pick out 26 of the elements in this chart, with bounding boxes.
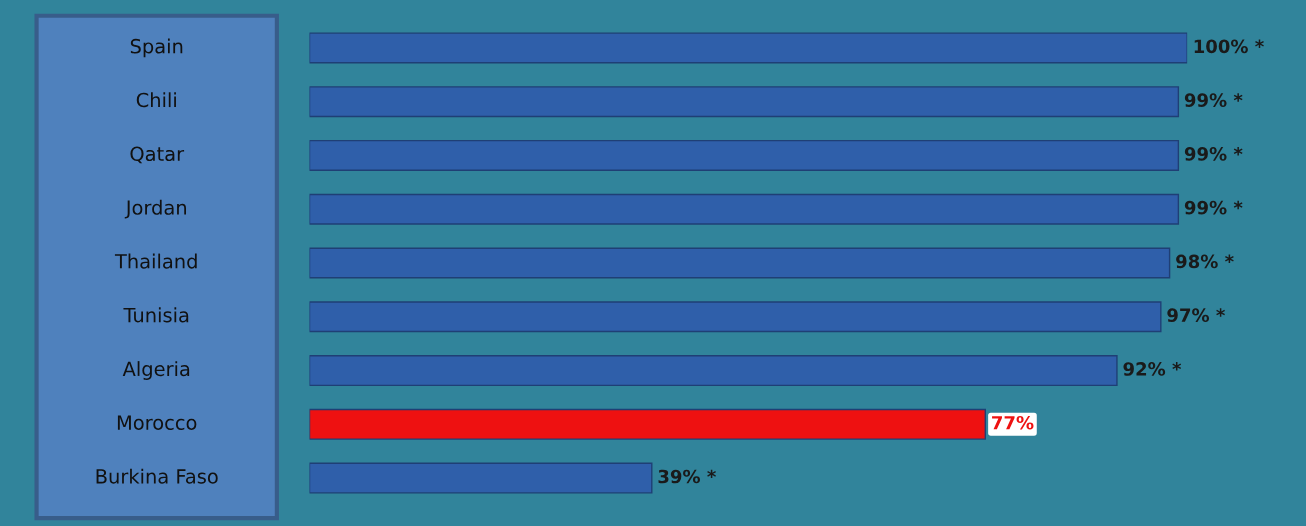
y-tick-label: Spain bbox=[130, 38, 183, 58]
bar bbox=[309, 193, 1180, 225]
bar bbox=[309, 355, 1118, 387]
data-label: 39% * bbox=[658, 469, 716, 484]
y-tick-label: Jordan bbox=[124, 199, 186, 219]
y-tick-label: Burkina Faso bbox=[96, 468, 218, 484]
data-label: 99% * bbox=[1184, 147, 1243, 161]
bar bbox=[309, 86, 1180, 118]
data-label: 92% * bbox=[1123, 362, 1182, 376]
y-tick-label: Thailand bbox=[114, 253, 197, 269]
bar bbox=[309, 139, 1180, 171]
bar bbox=[309, 247, 1171, 279]
y-tick-label: Chili bbox=[136, 92, 176, 108]
data-label: 98% * bbox=[1176, 254, 1234, 269]
bar bbox=[309, 462, 653, 494]
y-tick-label: Qatar bbox=[130, 146, 185, 164]
data-label: 99% * bbox=[1184, 93, 1243, 107]
data-label: 97% * bbox=[1167, 308, 1225, 323]
data-label: 77% bbox=[992, 415, 1034, 430]
data-label: 100% * bbox=[1194, 39, 1264, 54]
y-tick-label: Morocco bbox=[117, 415, 197, 430]
bar bbox=[309, 32, 1188, 64]
data-label: 99% * bbox=[1184, 200, 1243, 215]
bar bbox=[309, 301, 1162, 333]
y-tick-label: Tunisia bbox=[123, 307, 189, 323]
y-tick-label: Algeria bbox=[122, 361, 190, 380]
